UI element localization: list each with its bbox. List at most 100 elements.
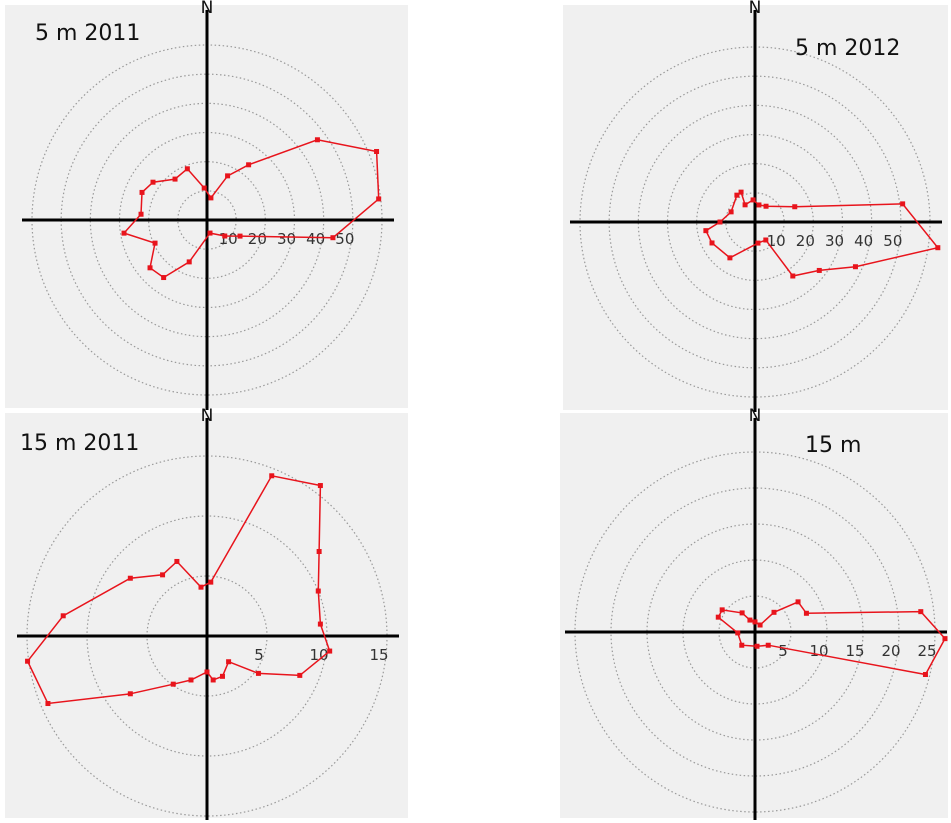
data-point [703,228,709,234]
data-point [757,622,763,628]
data-point [715,614,721,620]
polar-chart: N 5 10 15 15 m 2011 [5,406,408,820]
data-point [763,237,769,243]
data-point [754,643,760,649]
data-point [152,240,158,246]
chart-title: 5 m 2011 [35,21,140,46]
data-point [803,610,809,616]
data-point [922,672,928,678]
data-point [315,588,321,594]
data-point [317,621,323,627]
data-point [739,642,745,648]
data-point [935,245,941,251]
data-point [752,619,758,625]
r-tick-label: 10 [767,232,786,250]
data-point [717,219,723,225]
data-point [237,233,243,239]
data-point [771,609,777,615]
data-point [314,137,320,143]
data-point [918,609,924,615]
data-point [738,189,744,195]
data-point [161,275,167,281]
r-tick-label: 5 [254,646,264,664]
data-point [719,607,725,613]
r-tick-label: 40 [854,232,873,250]
r-tick-label: 5 [778,642,788,660]
data-point [852,264,858,270]
data-point [150,179,156,185]
r-tick-label: 15 [369,646,388,664]
data-point [755,240,761,246]
north-label: N [749,0,762,18]
data-point [225,173,231,179]
r-tick-label: 30 [277,230,296,248]
data-point [795,599,801,605]
data-point [742,202,748,208]
data-point [792,204,798,210]
chart-title: 15 m 2011 [20,431,139,456]
data-point [709,240,715,246]
chart-title: 5 m 2012 [795,36,900,61]
data-point [208,195,214,201]
data-point [222,233,228,239]
data-point [170,681,176,687]
data-point [317,483,323,489]
data-point [763,203,769,209]
polar-chart: N 10 20 30 40 50 5 m 2011 [5,0,408,410]
rose-line [26,474,331,705]
data-point [174,558,180,564]
data-point [269,473,275,479]
r-tick-label: 30 [825,232,844,250]
data-point [765,642,771,648]
data-point [219,673,225,679]
data-point [210,677,216,683]
data-point [255,670,261,676]
data-point [734,192,740,198]
r-tick-label: 20 [881,642,900,660]
rose-line [122,139,380,279]
north-label: N [201,0,214,18]
data-point [188,677,194,683]
data-point [747,617,753,623]
data-point [207,230,213,236]
data-point [60,613,66,619]
data-point [121,230,127,236]
r-tick-label: 10 [809,642,828,660]
data-point [727,255,733,261]
data-point [376,196,382,202]
data-point [374,148,380,154]
data-point [201,185,207,191]
data-point [327,648,333,654]
data-point [728,209,734,215]
data-point [735,630,741,636]
data-point [139,189,145,195]
data-point [127,691,133,697]
data-point [208,579,214,585]
r-tick-label: 10 [309,646,328,664]
r-tick-label: 15 [845,642,864,660]
north-label: N [749,406,762,426]
data-point [186,259,192,265]
data-point [226,659,232,665]
r-tick-label: 25 [917,642,936,660]
data-point [45,701,51,707]
data-point [172,176,178,182]
data-point [739,610,745,616]
r-tick-label: 20 [248,230,267,248]
data-point [942,636,948,642]
r-tick-label: 50 [883,232,902,250]
r-tick-label: 40 [306,230,325,248]
data-point [198,584,204,590]
data-point [816,267,822,273]
data-point [25,658,31,664]
data-point [138,211,144,217]
data-point [790,273,796,279]
data-point [246,162,252,168]
polar-chart: N 5 10 15 20 25 15 m [560,406,948,820]
data-point [147,265,153,271]
data-point [316,549,322,555]
data-point [297,672,303,678]
data-point [204,669,210,675]
